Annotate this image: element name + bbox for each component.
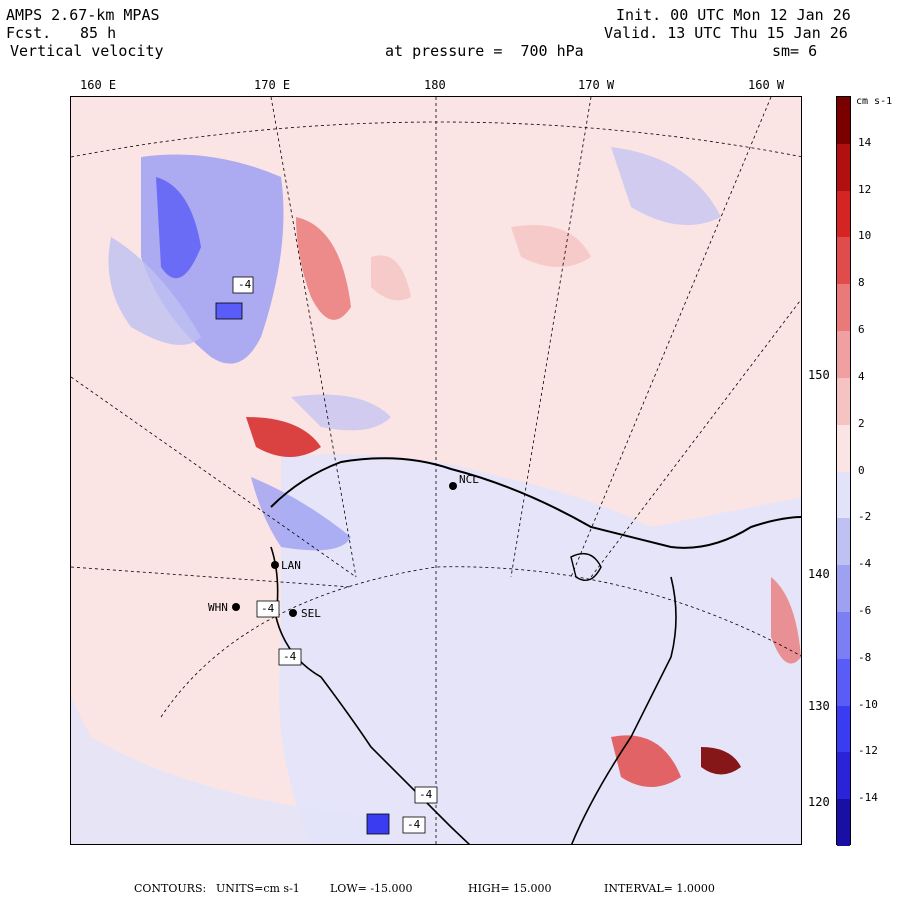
smoothing: sm= 6 bbox=[772, 42, 818, 60]
station-label-sel: SEL bbox=[301, 607, 321, 620]
field-name: Vertical velocity bbox=[10, 42, 164, 60]
lat-label: 120 W bbox=[808, 795, 845, 809]
contour-label: -4 bbox=[407, 818, 421, 831]
lat-label: 130 W bbox=[808, 699, 845, 713]
colorbar-segment bbox=[837, 658, 850, 706]
forecast-hours: 85 h bbox=[80, 24, 117, 42]
station-label-ncl: NCL bbox=[459, 473, 479, 486]
pressure-level: at pressure = 700 hPa bbox=[385, 42, 584, 60]
colorbar-tick-label: 4 bbox=[858, 369, 865, 383]
footer-low: LOW= -15.000 bbox=[330, 882, 413, 895]
colorbar-segment bbox=[837, 143, 850, 191]
colorbar-tick-label: 10 bbox=[858, 229, 872, 243]
contour-label: -4 bbox=[238, 278, 252, 291]
colorbar-segment bbox=[837, 799, 850, 846]
contour-label: -4 bbox=[261, 602, 275, 615]
lon-label: 160 E bbox=[80, 78, 117, 92]
station-label-lan: LAN bbox=[281, 559, 301, 572]
colorbar-tick-label: -2 bbox=[858, 510, 872, 524]
lon-label: 170 E bbox=[254, 78, 291, 92]
footer-interval: INTERVAL= 1.0000 bbox=[604, 882, 715, 895]
colorbar-segment bbox=[837, 284, 850, 332]
init-time: Init. 00 UTC Mon 12 Jan 26 bbox=[616, 6, 851, 24]
colorbar-tick-label: -12 bbox=[858, 744, 878, 758]
colorbar-tick-label: 0 bbox=[858, 463, 865, 477]
valid-time: Valid. 13 UTC Thu 15 Jan 26 bbox=[604, 24, 848, 42]
vertical-velocity-map: -4 -4 -4 -4 -4 NCL LAN WHN SEL bbox=[70, 96, 802, 845]
colorbar-tick-label: -6 bbox=[858, 603, 872, 617]
colorbar-segment bbox=[837, 377, 850, 425]
colorbar-segment bbox=[837, 237, 850, 285]
colorbar-segment bbox=[837, 518, 850, 566]
colorbar-segment bbox=[837, 471, 850, 519]
colorbar-segment bbox=[837, 565, 850, 612]
colorbar-segment bbox=[837, 705, 850, 753]
lat-label: 150 W bbox=[808, 368, 845, 382]
forecast-label: Fcst. bbox=[6, 24, 52, 42]
colorbar-segment bbox=[837, 611, 850, 659]
colorbar-tick-label: 6 bbox=[858, 323, 865, 337]
lon-label: 160 W bbox=[748, 78, 785, 92]
colorbar-tick-label: 8 bbox=[858, 276, 865, 290]
colorbar-tick-label: -4 bbox=[858, 557, 872, 571]
footer-high: HIGH= 15.000 bbox=[468, 882, 552, 895]
model-title: AMPS 2.67-km MPAS bbox=[6, 6, 160, 24]
colorbar bbox=[836, 96, 851, 846]
colorbar-tick-label: -10 bbox=[858, 697, 878, 711]
lat-label: 140 W bbox=[808, 567, 845, 581]
colorbar-tick-label: -8 bbox=[858, 650, 872, 664]
lon-label: 180 bbox=[424, 78, 446, 92]
colorbar-segment bbox=[837, 97, 850, 144]
colorbar-tick-label: 14 bbox=[858, 135, 872, 149]
colorbar-units: cm s-1 bbox=[856, 96, 893, 107]
colorbar-tick-label: 2 bbox=[858, 416, 865, 430]
contour-label: -4 bbox=[419, 788, 433, 801]
station-label-whn: WHN bbox=[208, 601, 228, 614]
colorbar-segment bbox=[837, 190, 850, 238]
colorbar-segment bbox=[837, 424, 850, 472]
lon-label: 170 W bbox=[578, 78, 615, 92]
colorbar-segment bbox=[837, 752, 850, 800]
colorbar-tick-label: -14 bbox=[858, 791, 878, 805]
colorbar-tick-label: 12 bbox=[858, 182, 872, 196]
colorbar-segment bbox=[837, 331, 850, 378]
contour-label: -4 bbox=[283, 650, 297, 663]
footer-contours-label: CONTOURS: bbox=[134, 882, 207, 895]
footer-units: UNITS=cm s-1 bbox=[216, 882, 300, 895]
